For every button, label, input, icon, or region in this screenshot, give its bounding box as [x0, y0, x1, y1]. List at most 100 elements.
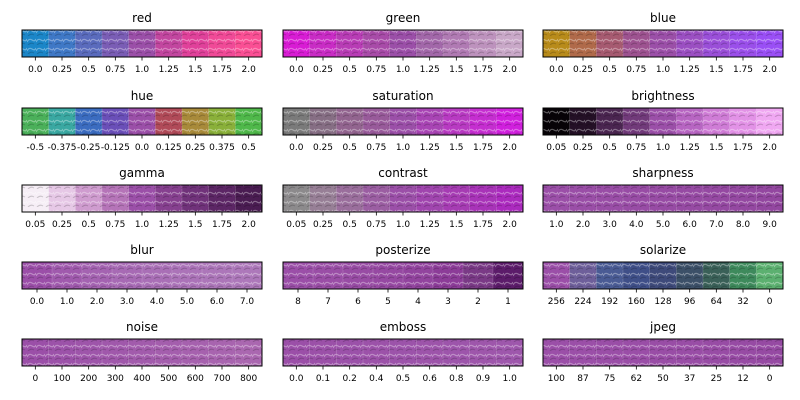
tile-texture	[336, 30, 363, 57]
tick-label: 2.0	[763, 65, 778, 75]
tick-label: 100	[53, 374, 70, 384]
panel-title: brightness	[631, 89, 694, 103]
tick-label: 192	[601, 297, 618, 307]
tick-label: 256	[548, 297, 565, 307]
tile-texture	[235, 30, 262, 57]
tile-texture	[22, 262, 52, 289]
tick-label: 1.75	[733, 143, 753, 153]
tile-texture	[75, 108, 102, 135]
tick-label: 8.0	[736, 220, 751, 230]
panel-brightness: brightness 0.05 0.25 0.5 0.75 1.0 1.25 1.5 1.75 2…	[542, 89, 784, 153]
tick-label: 5	[385, 297, 391, 307]
tile-texture	[443, 108, 470, 135]
tile-texture	[389, 339, 417, 366]
tile-texture	[623, 30, 650, 57]
panel-noise: noise 0 100 200 300 400 500 600 700 800	[21, 320, 263, 384]
panel-emboss: emboss 0.0 0.1 0.2 0.4 0.5 0.6 0.8 0.9 1.0	[282, 320, 524, 384]
tick-label: 1.25	[680, 65, 700, 75]
tile-texture	[283, 30, 310, 57]
tile-texture	[649, 185, 677, 212]
tile-texture	[623, 262, 650, 289]
tick-label: 0.25	[573, 143, 593, 153]
tile-texture	[363, 30, 390, 57]
panel-blur: blur 0.0 1.0 2.0 3.0 4.0 5.0 6.0 7.0	[21, 243, 263, 307]
tile-texture	[48, 339, 76, 366]
tile-texture	[469, 30, 497, 57]
panel-sharpness: sharpness 1.0 2.0 3.0 4.0 5.0 6.0 7.0 8.0 9.0	[542, 166, 784, 230]
tick-label: 2.0	[503, 220, 518, 230]
tile-texture	[569, 185, 597, 212]
tick-label: 0.0	[135, 143, 150, 153]
tile-texture	[128, 339, 156, 366]
panel-frame	[21, 261, 263, 290]
tick-label: 1.25	[159, 65, 179, 75]
tile-texture	[596, 30, 623, 57]
tile-texture	[182, 185, 209, 212]
tile-texture	[493, 262, 523, 289]
tile-texture	[309, 339, 337, 366]
tick-label: 1.25	[159, 220, 179, 230]
tile-texture	[283, 185, 310, 212]
tile-texture	[676, 30, 703, 57]
tick-label: 0.75	[366, 65, 386, 75]
tile-texture	[676, 339, 703, 366]
tile-texture	[649, 108, 677, 135]
tick-label: 2.0	[763, 143, 778, 153]
tick-label: 1.5	[449, 143, 463, 153]
tile-texture	[569, 339, 597, 366]
tick-label: 64	[711, 297, 723, 307]
tick-label: 0.75	[626, 143, 646, 153]
tile-texture	[649, 30, 677, 57]
tick-label: 0.25	[313, 65, 333, 75]
tick-label: -0.5	[27, 143, 45, 153]
tile-texture	[543, 185, 570, 212]
tile-texture	[676, 262, 703, 289]
panel-saturation: saturation 0.0 0.25 0.5 0.75 1.0 1.25 1.5 1.75 2.…	[282, 89, 524, 153]
tile-texture	[309, 30, 337, 57]
tick-label: 62	[631, 374, 642, 384]
tile-texture	[403, 262, 433, 289]
tile-texture	[363, 185, 390, 212]
tile-texture	[703, 108, 730, 135]
tick-label: 6.0	[683, 220, 698, 230]
tick-label: 0.75	[626, 65, 646, 75]
tile-texture	[48, 185, 76, 212]
tick-label: 1.0	[549, 220, 564, 230]
tick-label: 1.5	[449, 65, 463, 75]
tick-label: 400	[133, 374, 150, 384]
tick-label: 2	[475, 297, 481, 307]
tick-label: 1.25	[420, 65, 440, 75]
panel-frame	[282, 261, 524, 290]
tick-label: 75	[604, 374, 615, 384]
tick-label: 500	[160, 374, 177, 384]
tick-label: 1.0	[135, 220, 150, 230]
tick-label: 0.5	[242, 143, 256, 153]
tick-label: 9.0	[763, 220, 778, 230]
tick-label: 0	[32, 374, 38, 384]
tick-label: 0.0	[289, 65, 304, 75]
tick-label: 2.0	[242, 65, 257, 75]
tick-label: -0.125	[101, 143, 130, 153]
tick-label: 0.6	[423, 374, 438, 384]
tick-label: 5.0	[180, 297, 195, 307]
tick-label: 6.0	[210, 297, 225, 307]
tick-label: 7.0	[240, 297, 255, 307]
tile-texture	[112, 262, 142, 289]
panel-solarize: solarize 256 224 192 160 128 96 64 32 0	[542, 243, 784, 307]
tick-label: 600	[187, 374, 204, 384]
tick-label: 0.4	[369, 374, 384, 384]
tile-texture	[596, 108, 623, 135]
tile-texture	[313, 262, 343, 289]
tick-label: 0.75	[366, 220, 386, 230]
tick-label: 0.5	[343, 65, 357, 75]
tile-texture	[22, 108, 49, 135]
tick-label: 0.0	[30, 297, 45, 307]
tile-texture	[208, 185, 236, 212]
tile-texture	[729, 262, 757, 289]
tile-texture	[182, 339, 209, 366]
panel-title: emboss	[380, 320, 427, 334]
panel-title: contrast	[378, 166, 428, 180]
tick-label: 1.75	[212, 220, 232, 230]
tick-label: 2.0	[576, 220, 591, 230]
tile-texture	[676, 108, 703, 135]
